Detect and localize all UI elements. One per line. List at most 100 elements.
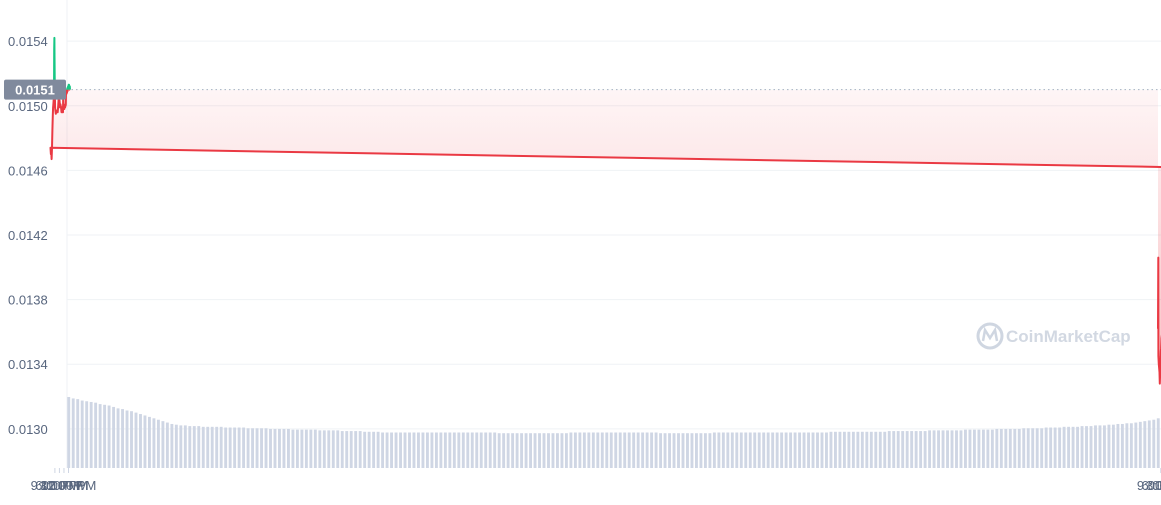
volume-bar	[646, 433, 649, 469]
volume-bar	[969, 430, 972, 468]
volume-bar	[596, 433, 599, 469]
volume-bar	[937, 430, 940, 468]
volume-bar	[422, 433, 425, 469]
volume-bar	[964, 430, 967, 468]
volume-bar	[650, 433, 653, 469]
volume-bar	[543, 433, 546, 468]
volume-bar	[556, 433, 559, 468]
volume-bar	[1148, 420, 1151, 468]
x-tick-label: 9:00 PM	[31, 478, 79, 493]
volume-bar	[368, 432, 371, 468]
volume-bar	[942, 430, 945, 468]
volume-bar	[708, 433, 711, 468]
volume-bar	[184, 425, 187, 468]
volume-bar	[861, 432, 864, 468]
volume-bar	[211, 427, 214, 468]
volume-bar	[1134, 423, 1137, 468]
volume-bar	[610, 433, 613, 469]
volume-bar	[623, 433, 626, 469]
volume-bars	[67, 397, 1159, 468]
volume-bar	[81, 401, 84, 468]
volume-bar	[592, 433, 595, 469]
volume-bar	[995, 429, 998, 468]
volume-bar	[874, 432, 877, 468]
volume-bar	[1022, 428, 1025, 468]
volume-bar	[489, 433, 492, 469]
volume-bar	[1063, 427, 1066, 468]
volume-bar	[242, 428, 245, 468]
volume-bar	[90, 402, 93, 468]
volume-bar	[345, 431, 348, 468]
volume-bar	[682, 433, 685, 468]
volume-bar	[363, 432, 366, 468]
volume-bar	[1009, 429, 1012, 468]
volume-bar	[574, 433, 577, 469]
volume-bar	[175, 425, 178, 468]
volume-bar	[1152, 420, 1155, 468]
volume-bar	[305, 430, 308, 468]
x-tick-label: 9:00 AM	[1137, 478, 1161, 493]
volume-bar	[278, 429, 281, 468]
volume-bar	[1081, 426, 1084, 468]
volume-bar	[202, 427, 205, 468]
volume-bar	[686, 433, 689, 468]
volume-bar	[251, 428, 254, 468]
volume-bar	[632, 433, 635, 469]
volume-bar	[838, 432, 841, 468]
volume-bar	[1112, 425, 1115, 468]
volume-bar	[1040, 428, 1043, 468]
volume-bar	[565, 433, 568, 468]
volume-bar	[740, 433, 743, 469]
volume-bar	[569, 433, 572, 469]
volume-bar	[547, 433, 550, 468]
y-tick-label: 0.0150	[8, 99, 48, 114]
volume-bar	[883, 432, 886, 468]
volume-bar	[605, 433, 608, 469]
volume-bar	[906, 431, 909, 468]
volume-bar	[484, 433, 487, 469]
volume-bar	[426, 433, 429, 469]
volume-bar	[717, 433, 720, 469]
volume-bar	[161, 421, 164, 468]
volume-bar	[785, 433, 788, 469]
volume-bar	[493, 433, 496, 469]
volume-bar	[538, 433, 541, 468]
volume-bar	[152, 418, 155, 468]
volume-bar	[637, 433, 640, 469]
coinmarketcap-logo-icon	[978, 324, 1002, 348]
volume-bar	[112, 407, 115, 468]
volume-bar	[803, 433, 806, 469]
volume-bar	[691, 433, 694, 468]
volume-bar	[318, 430, 321, 468]
volume-bar	[731, 433, 734, 469]
volume-bar	[327, 430, 330, 468]
volume-bar	[314, 430, 317, 468]
volume-bar	[448, 433, 451, 469]
volume-bar	[601, 433, 604, 469]
volume-bar	[507, 433, 510, 468]
volume-bar	[148, 417, 151, 468]
volume-bar	[659, 433, 662, 468]
volume-bar	[475, 433, 478, 469]
volume-bar	[892, 431, 895, 468]
volume-bar	[704, 433, 707, 468]
volume-bar	[480, 433, 483, 469]
volume-bar	[511, 433, 514, 468]
volume-bar	[323, 430, 326, 468]
volume-bar	[1072, 427, 1075, 468]
reference-price-label: 0.0151	[4, 80, 66, 100]
volume-bar	[901, 431, 904, 468]
volume-bar	[583, 433, 586, 469]
volume-bar	[1018, 429, 1021, 468]
volume-bar	[1125, 423, 1128, 468]
volume-bar	[713, 433, 716, 469]
volume-bar	[67, 397, 70, 468]
volume-bar	[390, 433, 393, 469]
volume-bar	[247, 428, 250, 468]
y-tick-label: 0.0134	[8, 357, 48, 372]
volume-bar	[879, 432, 882, 468]
volume-bar	[560, 433, 563, 468]
volume-bar	[144, 415, 147, 468]
